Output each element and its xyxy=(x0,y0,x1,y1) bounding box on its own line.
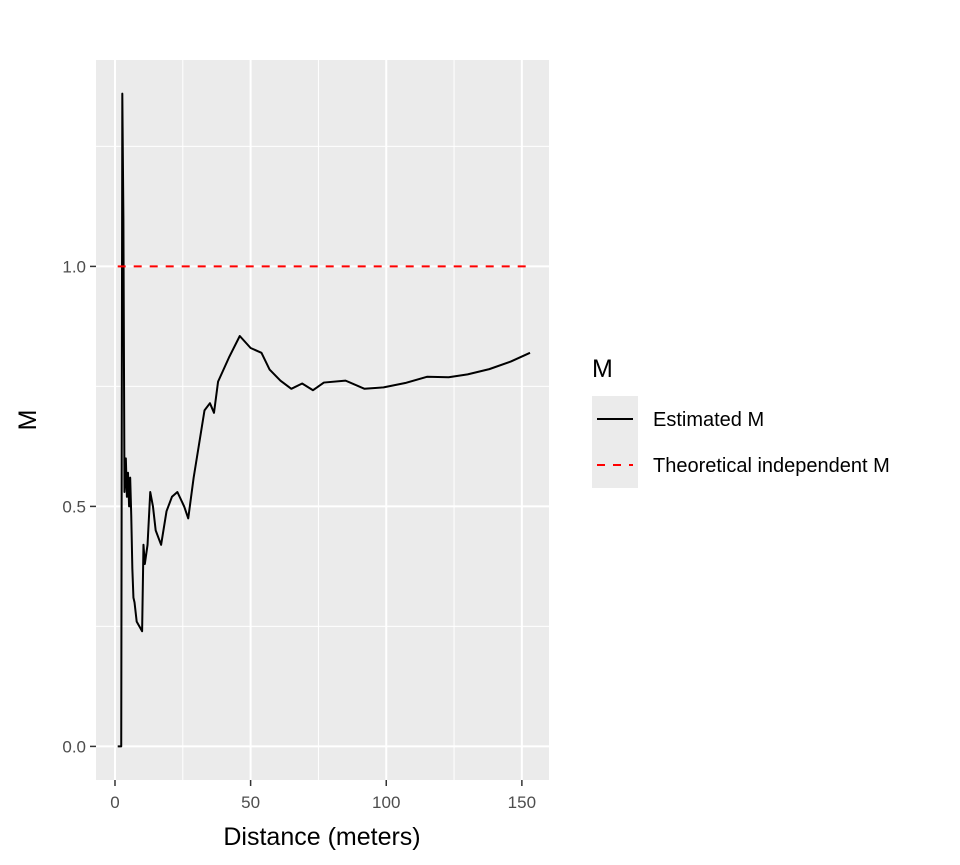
legend-label-estimated: Estimated M xyxy=(653,409,764,431)
series-line-0 xyxy=(117,92,531,748)
x-tick-label: 0 xyxy=(110,793,119,812)
legend-label-theoretical: Theoretical independent M xyxy=(653,455,890,477)
legend: M Estimated M Theoretical independent M xyxy=(592,355,890,488)
grid-minor xyxy=(96,60,549,780)
x-tick-label: 50 xyxy=(241,793,260,812)
y-axis-title: M xyxy=(14,410,42,431)
legend-title: M xyxy=(592,355,613,383)
y-tick-label: 0.5 xyxy=(62,497,86,516)
y-tick-label: 1.0 xyxy=(62,257,86,276)
series-layer xyxy=(117,92,531,748)
y-axis: 0.0 0.5 1.0 xyxy=(62,257,96,756)
x-axis-title: Distance (meters) xyxy=(223,823,420,851)
y-tick-label: 0.0 xyxy=(62,737,86,756)
x-tick-label: 150 xyxy=(508,793,536,812)
plot-panel xyxy=(96,60,549,780)
x-tick-label: 100 xyxy=(372,793,400,812)
x-axis: 0 50 100 150 xyxy=(110,780,536,812)
